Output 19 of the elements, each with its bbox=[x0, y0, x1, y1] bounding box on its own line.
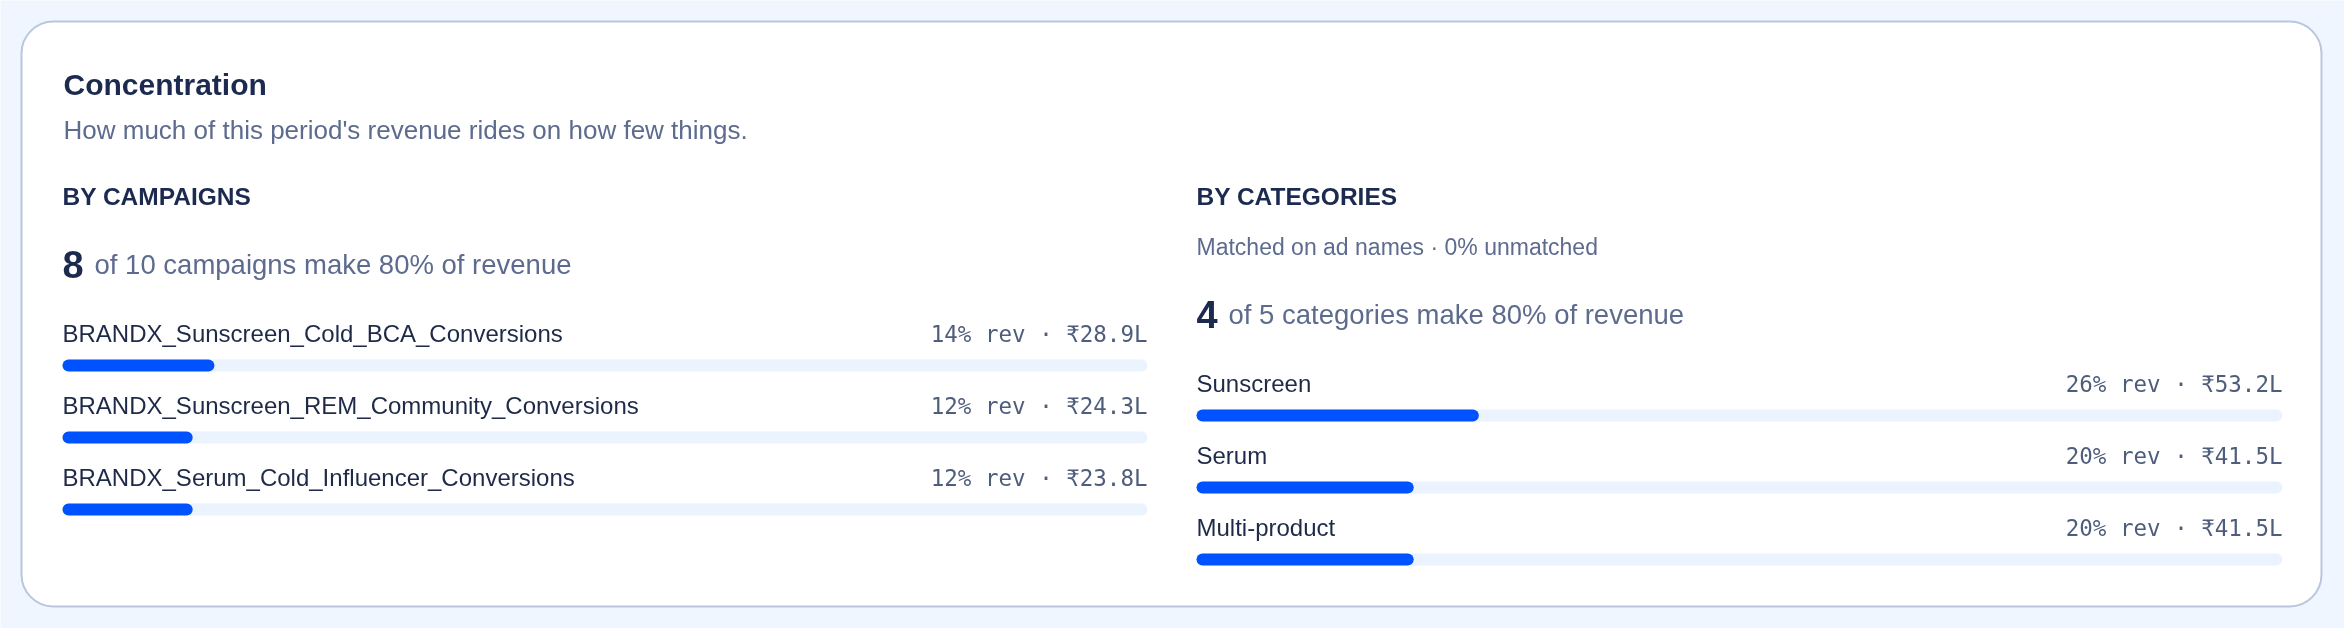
data-label: 14% rev · ₹28.9L bbox=[930, 320, 1148, 347]
chart-title: BY CAMPAIGNS bbox=[62, 183, 251, 210]
category-label: BRANDX_Serum_Cold_Influencer_Conversions bbox=[62, 464, 575, 491]
category-label: Multi-product bbox=[1196, 514, 1336, 541]
data-label: 20% rev · ₹41.5L bbox=[2065, 442, 2283, 469]
category-label: Serum bbox=[1196, 442, 1268, 469]
category-label: BRANDX_Sunscreen_REM_Community_Conversions bbox=[62, 392, 639, 419]
chart-title: BY CATEGORIES bbox=[1196, 183, 1398, 210]
data-label: 26% rev · ₹53.2L bbox=[2065, 370, 2283, 397]
category-label: BRANDX_Sunscreen_Cold_BCA_Conversions bbox=[62, 320, 563, 347]
data-label: 20% rev · ₹41.5L bbox=[2065, 514, 2283, 541]
text: Concentration bbox=[63, 68, 267, 101]
data-label: 12% rev · ₹23.8L bbox=[930, 464, 1148, 491]
text: 4 of 5 categories make 80% of revenue bbox=[1196, 294, 1685, 336]
text: How much of this period's revenue rides on how few things. bbox=[63, 114, 748, 145]
chart-subtitle: Matched on ad names · 0% unmatched bbox=[1196, 233, 1598, 260]
data-label: 12% rev · ₹24.3L bbox=[930, 392, 1148, 419]
text: 8 of 10 campaigns make 80% of revenue bbox=[62, 244, 572, 286]
category-label: Sunscreen bbox=[1196, 370, 1312, 397]
